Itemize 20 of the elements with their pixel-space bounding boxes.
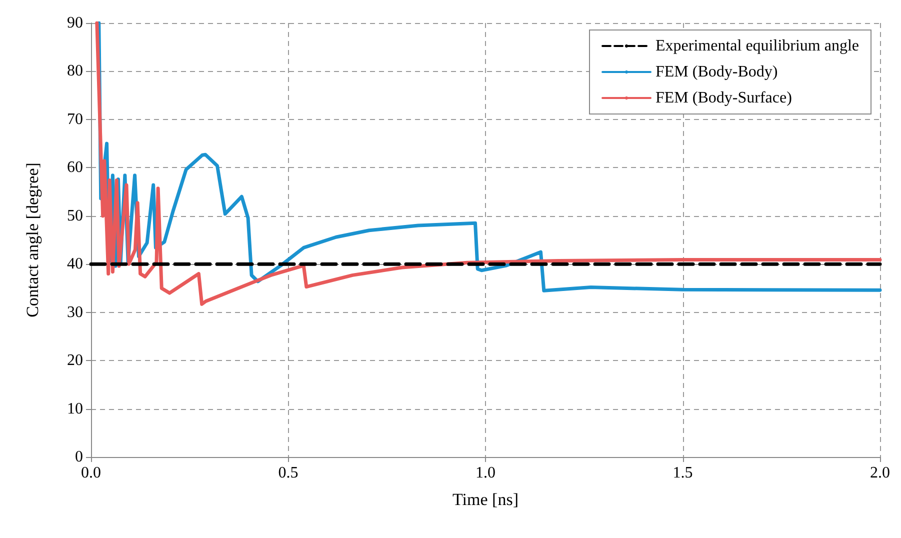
legend-label: FEM (Body-Body) [656, 64, 778, 80]
y-tick-label: 70 [67, 110, 83, 128]
y-tick-label: 90 [67, 14, 83, 32]
x-axis-title: Time [ns] [452, 490, 518, 509]
y-tick-label: 0 [75, 448, 83, 466]
y-tick-label: 20 [67, 352, 83, 370]
y-tick-label: 30 [67, 304, 83, 321]
y-tick-label: 50 [67, 207, 83, 224]
y-tick-label: 60 [67, 159, 83, 176]
x-tick-label: 1.5 [672, 464, 693, 482]
y-axis-title: Contact angle [degree] [23, 162, 42, 318]
x-tick-label: 2.0 [870, 464, 890, 482]
x-tick-label: 0.0 [81, 464, 101, 482]
y-tick-label: 80 [67, 62, 83, 80]
legend-label: Experimental equilibrium angle [656, 38, 860, 54]
y-tick-label: 40 [67, 256, 83, 273]
legend-label: FEM (Body-Surface) [656, 90, 792, 106]
x-tick-label: 1.0 [476, 464, 496, 482]
x-tick-label: 0.5 [278, 464, 298, 482]
y-tick-label: 10 [67, 400, 83, 418]
